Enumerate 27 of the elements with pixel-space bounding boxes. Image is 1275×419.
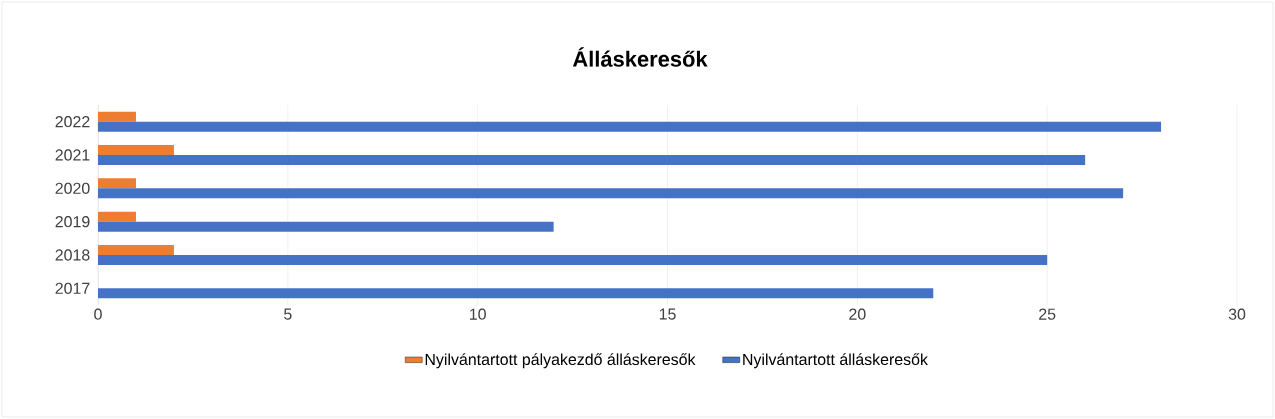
x-tick-label: 0	[94, 308, 102, 320]
y-tick-label: 2020	[55, 182, 90, 194]
x-tick-label: 15	[659, 308, 676, 320]
bar	[98, 188, 1124, 199]
x-tick-label: 10	[470, 308, 486, 320]
bar	[98, 155, 1086, 165]
legend-label: Nyilvántartott álláskeresők	[743, 353, 928, 369]
bar	[98, 178, 136, 189]
bar	[98, 211, 136, 222]
y-tick-label: 2019	[55, 216, 90, 228]
bar	[98, 221, 554, 232]
bar	[98, 245, 174, 255]
chart-title: Álláskeresők	[572, 47, 708, 67]
bar	[98, 121, 1162, 132]
x-tick-label: 5	[284, 308, 292, 320]
bar	[98, 111, 136, 122]
x-tick-label: 20	[849, 308, 866, 320]
y-tick-label: 2021	[55, 149, 90, 161]
bar	[98, 255, 1048, 265]
legend-label: Nyilvántartott pályakezdő álláskeresők	[425, 353, 696, 369]
x-tick-label: 25	[1039, 308, 1056, 320]
y-tick-label: 2022	[55, 116, 90, 128]
y-tick-label: 2018	[55, 249, 90, 261]
x-tick-label: 30	[1228, 308, 1246, 320]
bar	[98, 288, 934, 299]
bar	[98, 145, 174, 155]
y-tick-label: 2017	[55, 282, 90, 294]
